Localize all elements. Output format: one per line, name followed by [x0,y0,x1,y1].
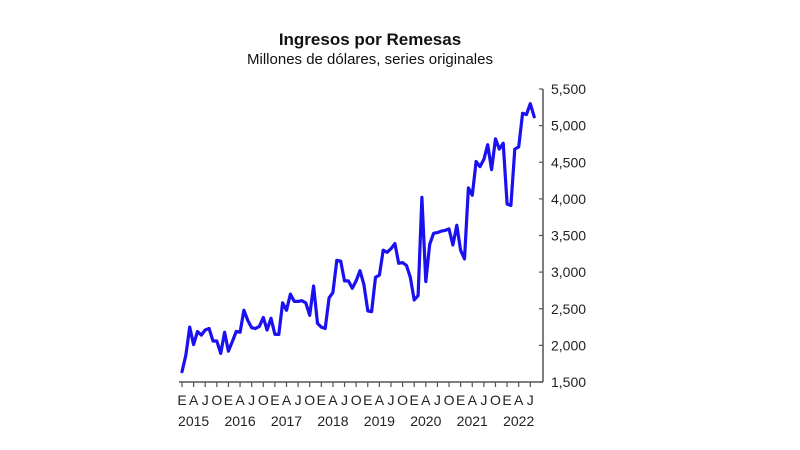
x-month-label: J [527,392,534,408]
chart-subtitle: Millones de dólares, series originales [247,51,493,68]
y-tick-label: 1,500 [551,374,586,390]
x-month-label: J [480,392,487,408]
x-year-label: 2021 [457,413,488,429]
x-month-label: A [328,392,338,408]
x-month-label: J [387,392,394,408]
x-month-label: J [295,392,302,408]
x-month-label: O [490,392,501,408]
y-tick-label: 2,500 [551,301,586,317]
x-month-label: J [248,392,255,408]
x-month-label: J [341,392,348,408]
y-tick-label: 5,000 [551,118,586,134]
x-month-label: E [502,392,511,408]
x-month-label: O [351,392,362,408]
x-year-label: 2017 [271,413,302,429]
x-month-label: J [202,392,209,408]
x-year-label: 2015 [178,413,209,429]
x-month-label: A [189,392,199,408]
series-line [180,102,536,374]
y-tick-label: 4,000 [551,191,586,207]
x-month-label: O [444,392,455,408]
x-year-label: 2018 [317,413,348,429]
x-month-label: O [211,392,222,408]
x-month-label: E [410,392,419,408]
chart-title: Ingresos por Remesas [278,30,462,49]
x-month-label: J [434,392,441,408]
x-month-label: O [304,392,315,408]
x-month-label: O [397,392,408,408]
x-month-label: A [235,392,245,408]
x-month-label: E [224,392,233,408]
y-tick-label: 5,500 [551,81,586,97]
x-month-label: A [375,392,385,408]
x-year-label: 2016 [224,413,255,429]
x-month-label: E [456,392,465,408]
x-year-label: 2020 [410,413,441,429]
x-month-label: E [177,392,186,408]
y-tick-label: 4,500 [551,154,586,170]
x-month-label: O [258,392,269,408]
x-month-label: E [270,392,279,408]
y-tick-label: 3,500 [551,228,586,244]
x-month-label: A [514,392,524,408]
x-month-label: E [317,392,326,408]
x-year-label: 2019 [364,413,395,429]
x-month-label: A [468,392,478,408]
x-year-label: 2022 [503,413,534,429]
x-month-label: E [363,392,372,408]
y-tick-label: 3,000 [551,264,586,280]
y-tick-label: 2,000 [551,337,586,353]
x-month-label: A [421,392,431,408]
x-month-label: A [282,392,292,408]
